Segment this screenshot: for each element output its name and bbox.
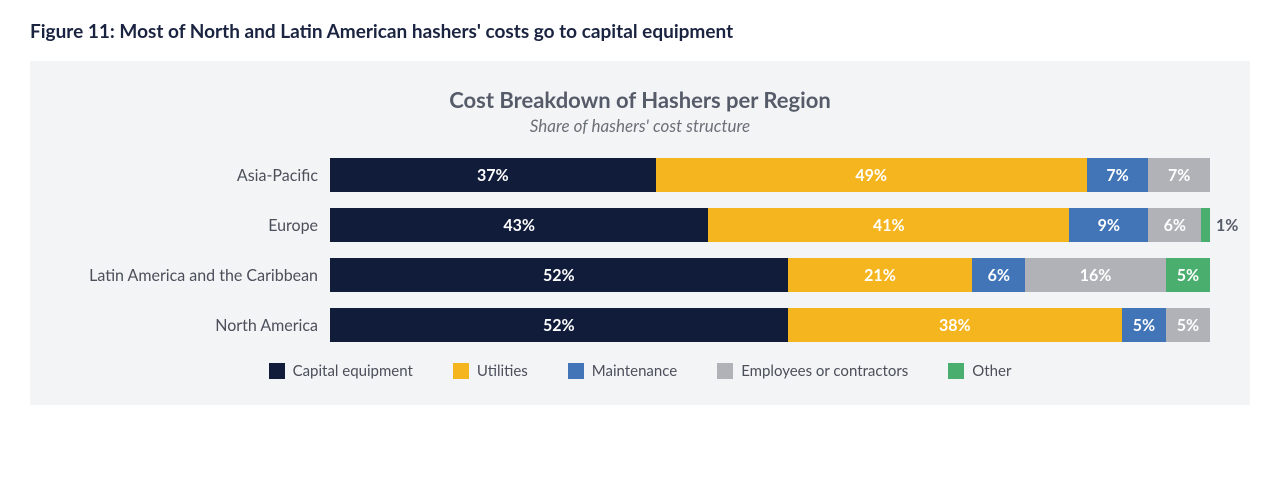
segment-utilities: 49% — [656, 158, 1087, 192]
segment-capital: 52% — [330, 308, 788, 342]
legend-item-employees: Employees or contractors — [717, 362, 908, 380]
legend-item-utilities: Utilities — [453, 362, 528, 380]
segment-value: 1% — [1210, 216, 1238, 235]
chart-container: Cost Breakdown of Hashers per Region Sha… — [30, 61, 1250, 405]
bar-track: 43% 41% 9% 6% 1% — [330, 208, 1210, 242]
segment-value: 52% — [543, 316, 575, 335]
segment-maint: 5% — [1122, 308, 1166, 342]
segment-employees: 16% — [1025, 258, 1166, 292]
legend-label: Maintenance — [592, 362, 677, 380]
segment-value: 9% — [1098, 216, 1120, 235]
segment-employees: 5% — [1166, 308, 1210, 342]
legend-label: Other — [972, 362, 1011, 380]
segment-capital: 37% — [330, 158, 656, 192]
bar-row-label: Europe — [70, 216, 330, 235]
segment-utilities: 21% — [788, 258, 973, 292]
bar-row: Latin America and the Caribbean 52% 21% 6% 1… — [70, 258, 1210, 292]
segment-capital: 43% — [330, 208, 708, 242]
segment-value: 5% — [1177, 316, 1199, 335]
segment-value: 6% — [1164, 216, 1186, 235]
segment-maint: 7% — [1087, 158, 1149, 192]
bars-area: Asia-Pacific 37% 49% 7% 7% Europe 43% 41% 9% 6% 1%… — [70, 158, 1210, 342]
figure-caption: Figure 11: Most of North and Latin Ameri… — [30, 20, 1250, 43]
bar-track: 37% 49% 7% 7% — [330, 158, 1210, 192]
segment-other: 1% — [1201, 208, 1210, 242]
legend-swatch — [717, 363, 733, 379]
segment-utilities: 38% — [788, 308, 1122, 342]
segment-other: 5% — [1166, 258, 1210, 292]
segment-value: 49% — [855, 166, 887, 185]
segment-employees: 6% — [1148, 208, 1201, 242]
segment-maint: 9% — [1069, 208, 1148, 242]
legend-swatch — [948, 363, 964, 379]
legend-label: Utilities — [477, 362, 528, 380]
bar-row: Europe 43% 41% 9% 6% 1% — [70, 208, 1210, 242]
bar-row-label: North America — [70, 316, 330, 335]
legend-swatch — [568, 363, 584, 379]
legend-swatch — [269, 363, 285, 379]
segment-utilities: 41% — [708, 208, 1069, 242]
legend: Capital equipment Utilities Maintenance Emp… — [70, 362, 1210, 380]
legend-swatch — [453, 363, 469, 379]
bar-row-label: Latin America and the Caribbean — [70, 266, 330, 285]
segment-capital: 52% — [330, 258, 788, 292]
segment-maint: 6% — [972, 258, 1025, 292]
segment-value: 7% — [1168, 166, 1190, 185]
segment-value: 7% — [1106, 166, 1128, 185]
legend-label: Capital equipment — [293, 362, 413, 380]
segment-value: 43% — [503, 216, 535, 235]
bar-row: Asia-Pacific 37% 49% 7% 7% — [70, 158, 1210, 192]
segment-value: 16% — [1080, 266, 1112, 285]
legend-item-maint: Maintenance — [568, 362, 677, 380]
segment-value: 38% — [939, 316, 971, 335]
chart-title: Cost Breakdown of Hashers per Region — [70, 86, 1210, 113]
bar-row: North America 52% 38% 5% 5% — [70, 308, 1210, 342]
segment-value: 52% — [543, 266, 575, 285]
segment-value: 5% — [1133, 316, 1155, 335]
segment-value: 37% — [477, 166, 509, 185]
legend-item-capital: Capital equipment — [269, 362, 413, 380]
segment-value: 21% — [864, 266, 896, 285]
segment-value: 41% — [873, 216, 905, 235]
bar-track: 52% 21% 6% 16% 5% — [330, 258, 1210, 292]
bar-track: 52% 38% 5% 5% — [330, 308, 1210, 342]
legend-item-other: Other — [948, 362, 1011, 380]
segment-value: 5% — [1177, 266, 1199, 285]
segment-employees: 7% — [1148, 158, 1210, 192]
chart-subtitle: Share of hashers' cost structure — [70, 115, 1210, 136]
legend-label: Employees or contractors — [741, 362, 908, 380]
segment-value: 6% — [988, 266, 1010, 285]
bar-row-label: Asia-Pacific — [70, 166, 330, 185]
